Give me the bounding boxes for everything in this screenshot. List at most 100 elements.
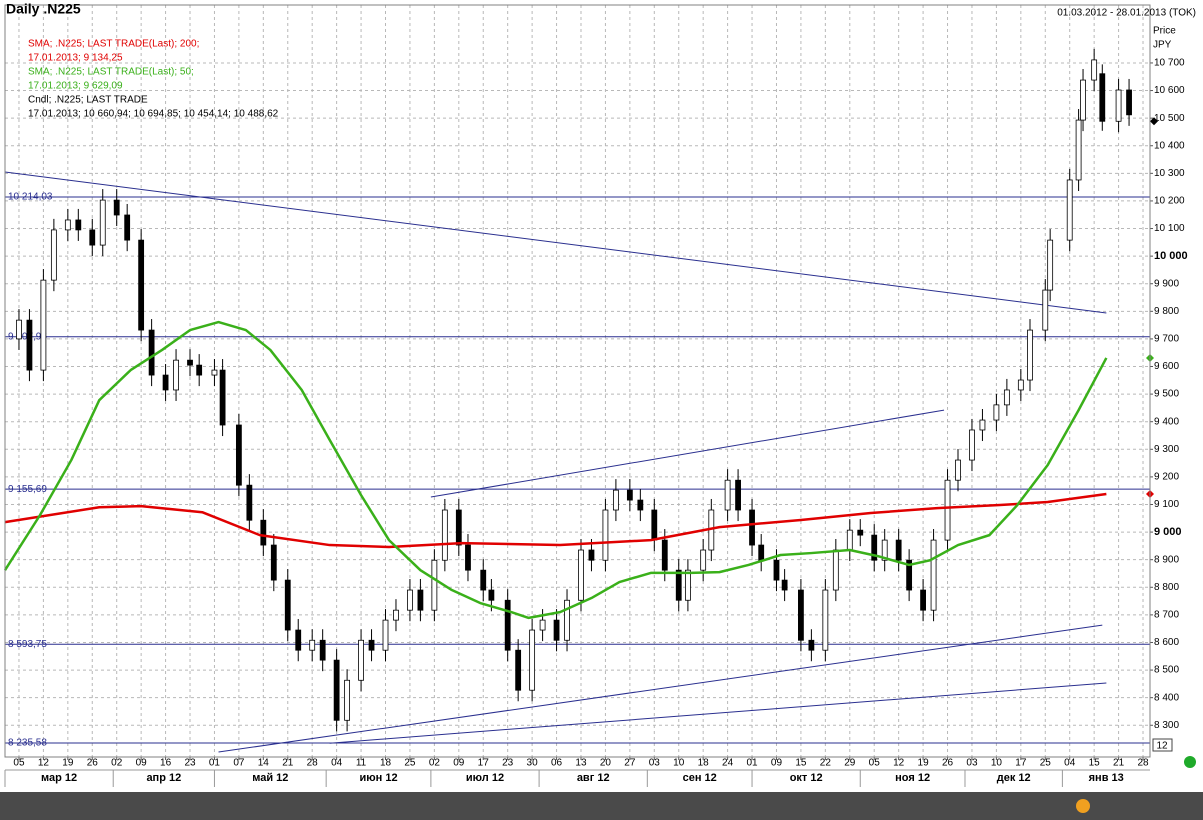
- x-tick-label: 07: [233, 758, 245, 769]
- y-unit: JPY: [1153, 40, 1172, 51]
- candle-body: [529, 629, 536, 691]
- x-tick-label: 12: [893, 758, 905, 769]
- candle-body: [1126, 89, 1132, 116]
- candle-body: [196, 364, 203, 376]
- candle-body: [588, 549, 595, 561]
- month-label: янв 13: [1089, 772, 1124, 784]
- month-label: апр 12: [146, 772, 181, 784]
- last-value-marker: [1150, 117, 1158, 126]
- candle-body: [553, 619, 560, 641]
- candle-body: [564, 599, 570, 641]
- period: 01.03.2012 - 28.01.2013 (TOK): [1057, 8, 1196, 19]
- candle-body: [846, 529, 853, 551]
- x-tick-label: 10: [673, 758, 685, 769]
- candle-body: [407, 589, 413, 611]
- y-tick-label: 10 400: [1154, 140, 1185, 151]
- x-tick-label: 05: [13, 758, 25, 769]
- candle-body: [651, 509, 658, 541]
- y-tick-label: 9 100: [1154, 499, 1179, 510]
- candle-body: [1115, 89, 1122, 122]
- candle-body: [309, 639, 316, 651]
- candle-body: [626, 489, 633, 501]
- candle-body: [930, 539, 937, 611]
- month-label: дек 12: [997, 772, 1031, 784]
- month-label: май 12: [252, 772, 288, 784]
- x-tick-label: 04: [1064, 758, 1076, 769]
- x-tick-label: 25: [404, 758, 416, 769]
- y-tick-label: 9 600: [1154, 361, 1179, 372]
- x-tick-label: 09: [771, 758, 783, 769]
- candle-body: [358, 639, 364, 681]
- level-label: 10 214,03: [8, 192, 53, 203]
- month-label: июн 12: [359, 772, 397, 784]
- y-tick-label: 9 400: [1154, 416, 1179, 427]
- candle-body: [808, 639, 815, 651]
- y-tick-label: 10 700: [1154, 58, 1185, 69]
- candle-body: [798, 589, 804, 641]
- x-tick-label: 25: [1040, 758, 1052, 769]
- x-tick-label: 19: [62, 758, 74, 769]
- y-tick-label: 8 300: [1154, 720, 1179, 731]
- x-tick-label: 18: [380, 758, 392, 769]
- candle-body: [871, 534, 878, 561]
- candle-body: [857, 529, 864, 536]
- x-tick-label: 19: [918, 758, 930, 769]
- candle-body: [50, 229, 57, 281]
- candle-body: [382, 619, 389, 651]
- candle-body: [488, 589, 495, 601]
- y-tick-label: 10 100: [1154, 223, 1185, 234]
- x-tick-label: 15: [1089, 758, 1101, 769]
- chart-title: Daily .N225: [6, 1, 81, 17]
- status-dot: [1184, 756, 1196, 768]
- candle-body: [64, 219, 71, 231]
- legend-readout: 17.01.2013; 9 629,09: [28, 81, 123, 92]
- month-label: сен 12: [683, 772, 717, 784]
- y-tick-label: 10 600: [1154, 85, 1185, 96]
- candle-body: [270, 544, 277, 581]
- footer-bar: [0, 792, 1203, 820]
- x-tick-label: 21: [1113, 758, 1125, 769]
- candle-body: [515, 649, 522, 691]
- y-tick-label: 10 300: [1154, 168, 1185, 179]
- candle-body: [295, 629, 302, 651]
- y-tick-label: 9 800: [1154, 306, 1179, 317]
- sma-line: [3, 320, 1108, 620]
- y-tick-label: 9 000: [1154, 526, 1182, 538]
- x-tick-label: 26: [87, 758, 99, 769]
- x-tick-label: 04: [331, 758, 343, 769]
- x-tick-label: 05: [869, 758, 881, 769]
- trend-line: [329, 682, 1107, 744]
- candle-body: [1075, 119, 1082, 181]
- candle-body: [969, 429, 975, 461]
- candle-body: [979, 419, 986, 431]
- y-tick-label: 10 200: [1154, 196, 1185, 207]
- y-tick-label: 8 600: [1154, 637, 1179, 648]
- candle-body: [675, 569, 682, 601]
- y-tick-label: 10 000: [1154, 250, 1188, 262]
- x-tick-label: 01: [746, 758, 758, 769]
- candle-body: [219, 369, 226, 426]
- x-tick-label: 06: [551, 758, 563, 769]
- month-label: ноя 12: [895, 772, 930, 784]
- candle-body: [368, 639, 375, 651]
- month-label: окт 12: [790, 772, 823, 784]
- x-tick-label: 22: [820, 758, 832, 769]
- legend-entry: Cndl; .N225; LAST TRADE: [28, 95, 148, 106]
- candle-body: [417, 589, 424, 611]
- candle-body: [1017, 379, 1024, 391]
- candle-body: [724, 479, 731, 511]
- candle-body: [955, 459, 961, 481]
- candle-body: [113, 199, 120, 216]
- trend-line: [218, 624, 1103, 753]
- x-tick-label: 23: [502, 758, 514, 769]
- trend-line: [4, 171, 1107, 314]
- x-tick-label: 15: [795, 758, 807, 769]
- candle-body: [1027, 329, 1033, 381]
- y-tick-label: 8 900: [1154, 554, 1179, 565]
- candle-body: [661, 539, 668, 571]
- legend-entry: SMA; .N225; LAST TRADE(Last); 200;: [28, 39, 199, 50]
- candle-body: [906, 559, 913, 591]
- x-tick-label: 03: [649, 758, 661, 769]
